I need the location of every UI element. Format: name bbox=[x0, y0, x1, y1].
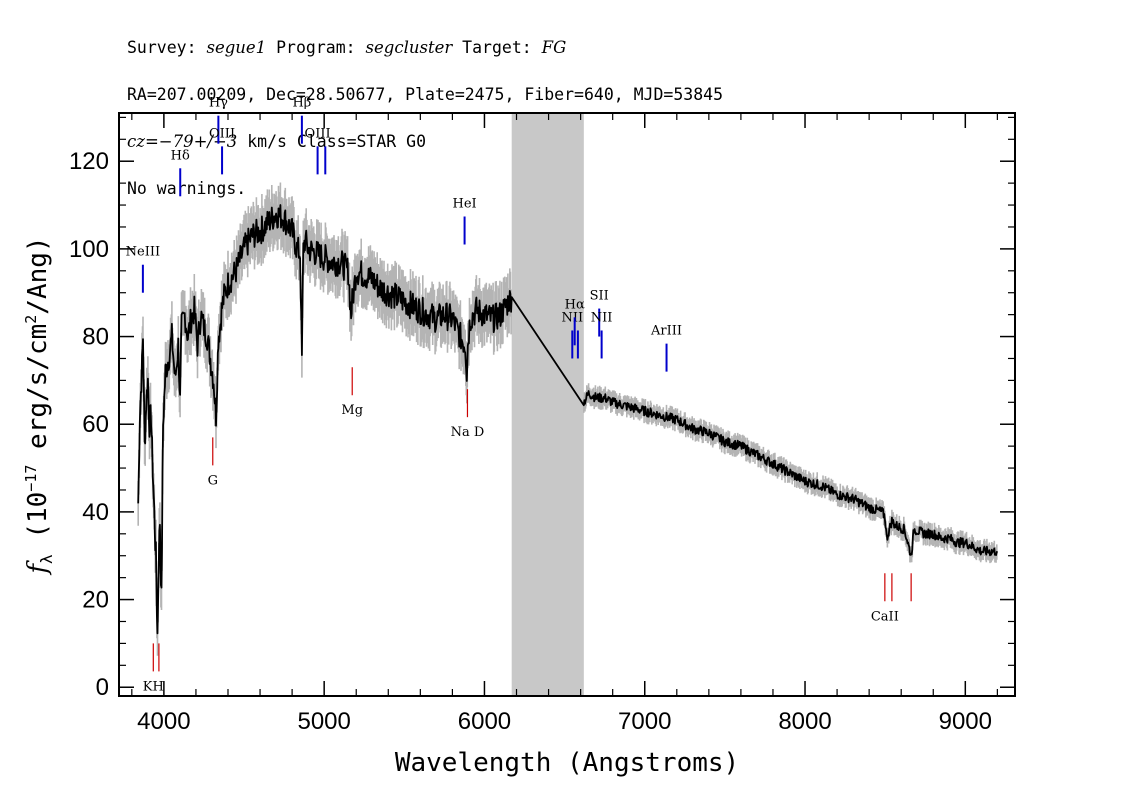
line-label: NII bbox=[591, 310, 613, 325]
x-axis-title: Wavelength (Angstroms) bbox=[395, 748, 739, 778]
line-label: Hβ bbox=[292, 96, 311, 111]
y-title-exp: −17 bbox=[22, 465, 40, 492]
target-value: FG bbox=[541, 37, 567, 57]
plot-frame bbox=[118, 112, 1016, 697]
cz-label: cz bbox=[127, 131, 145, 151]
y-tick-label: 80 bbox=[82, 324, 109, 351]
program-label: Program: bbox=[276, 37, 356, 57]
x-tick-label: 8000 bbox=[778, 708, 831, 735]
y-tick-label: 20 bbox=[82, 587, 109, 614]
line-label: OIII bbox=[305, 126, 331, 141]
line-label: Hα bbox=[565, 297, 585, 312]
x-tick-label: 5000 bbox=[297, 708, 350, 735]
header-line-2: RA=207.00209, Dec=28.50677, Plate=2475, … bbox=[127, 84, 724, 104]
line-label: ArIII bbox=[650, 324, 682, 339]
header-line-4: No warnings. bbox=[127, 178, 247, 198]
spectrum-header: Survey: segue1 Program: segcluster Targe… bbox=[127, 12, 723, 224]
x-tick-label: 9000 bbox=[939, 708, 992, 735]
line-label: NII bbox=[561, 310, 583, 325]
y-title-exp2: 2 bbox=[22, 315, 40, 324]
y-title-end: /Ang) bbox=[23, 236, 53, 314]
y-tick-label: 100 bbox=[69, 236, 109, 263]
y-tick-label: 0 bbox=[96, 674, 109, 701]
cz-value: =−79+/−3 bbox=[144, 131, 238, 151]
spectrum-line bbox=[137, 204, 999, 635]
y-title-mid: erg/s/cm bbox=[23, 324, 53, 465]
line-label: HeI bbox=[452, 197, 476, 212]
line-label: SII bbox=[590, 289, 609, 304]
line-label: Hδ bbox=[171, 148, 190, 163]
line-label: Hγ bbox=[209, 96, 228, 111]
line-label: OIII bbox=[209, 126, 235, 141]
y-title-sub: λ bbox=[37, 554, 56, 564]
line-label: Na D bbox=[451, 425, 485, 440]
masked-region bbox=[511, 113, 584, 696]
x-tick-label: 7000 bbox=[618, 708, 671, 735]
target-label: Target: bbox=[462, 37, 532, 57]
svg-text:fλ (10−17 erg/s/cm2/Ang): fλ (10−17 erg/s/cm2/Ang) bbox=[22, 236, 56, 575]
line-label: CaII bbox=[871, 609, 899, 624]
y-tick-label: 60 bbox=[82, 411, 109, 438]
x-tick-label: 6000 bbox=[458, 708, 511, 735]
cz-rest: km/s Class=STAR G0 bbox=[237, 131, 427, 151]
x-tick-label: 4000 bbox=[137, 708, 190, 735]
y-tick-label: 120 bbox=[69, 148, 109, 175]
line-label: G bbox=[208, 473, 218, 488]
y-tick-label: 40 bbox=[82, 499, 109, 526]
survey-label: Survey: bbox=[127, 37, 197, 57]
line-label: Mg bbox=[341, 403, 363, 418]
header-line-3: cz=−79+/−3 km/s Class=STAR G0 bbox=[127, 130, 723, 154]
survey-value: segue1 bbox=[206, 37, 267, 57]
y-title-main: (10 bbox=[23, 492, 53, 555]
line-label: KH bbox=[143, 679, 164, 694]
line-label: NeIII bbox=[126, 245, 160, 260]
header-line-1: Survey: segue1 Program: segcluster Targe… bbox=[127, 36, 723, 60]
y-axis-title: fλ (10−17 erg/s/cm2/Ang) bbox=[22, 236, 56, 575]
program-value: segcluster bbox=[365, 37, 453, 57]
